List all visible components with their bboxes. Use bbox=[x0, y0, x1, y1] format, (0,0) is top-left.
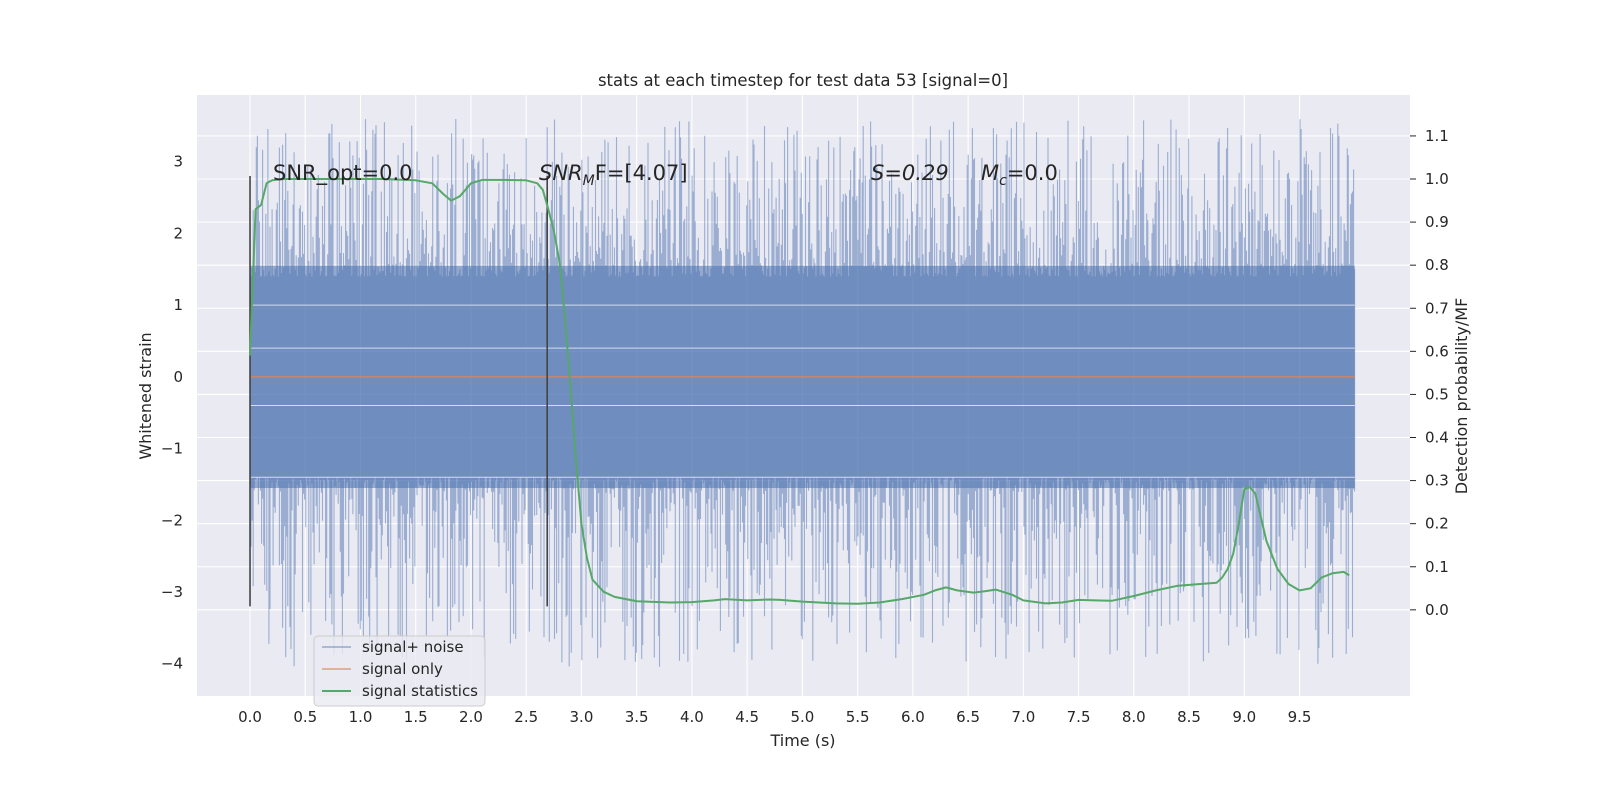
legend-box bbox=[313, 635, 486, 707]
right-tick-label: 0.9 bbox=[1425, 213, 1449, 231]
right-tick-label: 1.1 bbox=[1425, 127, 1449, 145]
right-tick-label: 0.1 bbox=[1425, 558, 1449, 576]
right-tick-label: 0.2 bbox=[1425, 515, 1449, 533]
x-tick-label: 4.5 bbox=[735, 708, 759, 726]
legend-label-statistics: signal statistics bbox=[362, 682, 478, 700]
left-tick-label: −4 bbox=[161, 655, 183, 673]
legend: signal+ noise signal only signal statist… bbox=[313, 635, 486, 707]
right-tick-label: 0.0 bbox=[1425, 601, 1449, 619]
x-tick-label: 2.0 bbox=[459, 708, 483, 726]
x-tick-label: 3.5 bbox=[625, 708, 649, 726]
x-tick-label: 2.5 bbox=[514, 708, 538, 726]
mc-annotation: Mc=0.0 bbox=[981, 161, 1058, 189]
right-tick-label: 0.6 bbox=[1425, 342, 1449, 360]
signal-statistics-series bbox=[249, 178, 1350, 605]
x-tick-label: 6.0 bbox=[901, 708, 925, 726]
x-tick-label: 0.0 bbox=[238, 708, 262, 726]
right-tick-label: 0.4 bbox=[1425, 429, 1449, 447]
left-tick-label: 3 bbox=[173, 153, 183, 171]
snr-mf-subscript: M bbox=[583, 173, 595, 189]
x-tick-label: 9.5 bbox=[1288, 708, 1312, 726]
mc-main: M bbox=[981, 161, 999, 185]
right-y-axis-ticks: 1.1 1.0 0.9 0.8 0.7 0.6 0.5 0.4 0.3 0.2 0.1 0.0 bbox=[1410, 127, 1449, 619]
left-tick-label: −2 bbox=[161, 511, 183, 529]
left-tick-label: −3 bbox=[161, 583, 183, 601]
left-tick-label: 2 bbox=[173, 224, 183, 242]
left-y-axis-label: Whitened strain bbox=[136, 332, 155, 459]
left-tick-label: 0 bbox=[173, 368, 183, 386]
mc-subscript: c bbox=[999, 173, 1007, 189]
left-y-axis-ticks: 3 2 1 0 −1 −2 −3 −4 bbox=[161, 153, 183, 673]
left-tick-label: 1 bbox=[173, 296, 183, 314]
x-tick-label: 5.5 bbox=[846, 708, 870, 726]
x-axis-ticks: 0.0 0.5 1.0 1.5 2.0 2.5 3.0 3.5 4.0 4.5 5.0 5.5 6.0 6… bbox=[238, 708, 1311, 726]
snr-mf-main: SNR bbox=[539, 161, 583, 185]
snr-mf-annotation: SNRMF=[4.07] bbox=[539, 161, 688, 189]
x-tick-label: 3.0 bbox=[570, 708, 594, 726]
x-tick-label: 5.0 bbox=[790, 708, 814, 726]
x-tick-label: 7.5 bbox=[1067, 708, 1091, 726]
left-tick-label: −1 bbox=[161, 440, 183, 458]
x-tick-label: 6.5 bbox=[956, 708, 980, 726]
right-y-axis-label: Detection probability/MF bbox=[1452, 298, 1471, 495]
chart-title: stats at each timestep for test data 53 … bbox=[598, 71, 1008, 90]
vertical-markers bbox=[249, 176, 549, 607]
x-tick-label: 1.5 bbox=[404, 708, 428, 726]
right-tick-label: 0.7 bbox=[1425, 299, 1449, 317]
x-axis-label: Time (s) bbox=[769, 731, 835, 750]
x-tick-label: 9.0 bbox=[1232, 708, 1256, 726]
x-tick-label: 8.5 bbox=[1177, 708, 1201, 726]
x-tick-label: 0.5 bbox=[293, 708, 317, 726]
x-tick-label: 8.0 bbox=[1122, 708, 1146, 726]
snr-opt-annotation: SNR_opt=0.0 bbox=[273, 161, 413, 186]
snr-mf-value: F=[4.07] bbox=[595, 161, 688, 185]
legend-label-noise: signal+ noise bbox=[362, 638, 464, 656]
s-annotation: S=0.29 bbox=[871, 161, 949, 185]
right-tick-label: 1.0 bbox=[1425, 170, 1449, 188]
mc-value: =0.0 bbox=[1007, 161, 1058, 185]
x-tick-label: 4.0 bbox=[680, 708, 704, 726]
right-tick-label: 0.5 bbox=[1425, 385, 1449, 403]
legend-label-signal: signal only bbox=[362, 660, 443, 678]
right-tick-label: 0.8 bbox=[1425, 256, 1449, 274]
s-annotation-text: S=0.29 bbox=[871, 161, 949, 185]
x-tick-label: 7.0 bbox=[1011, 708, 1035, 726]
right-tick-label: 0.3 bbox=[1425, 472, 1449, 490]
x-tick-label: 1.0 bbox=[349, 708, 373, 726]
